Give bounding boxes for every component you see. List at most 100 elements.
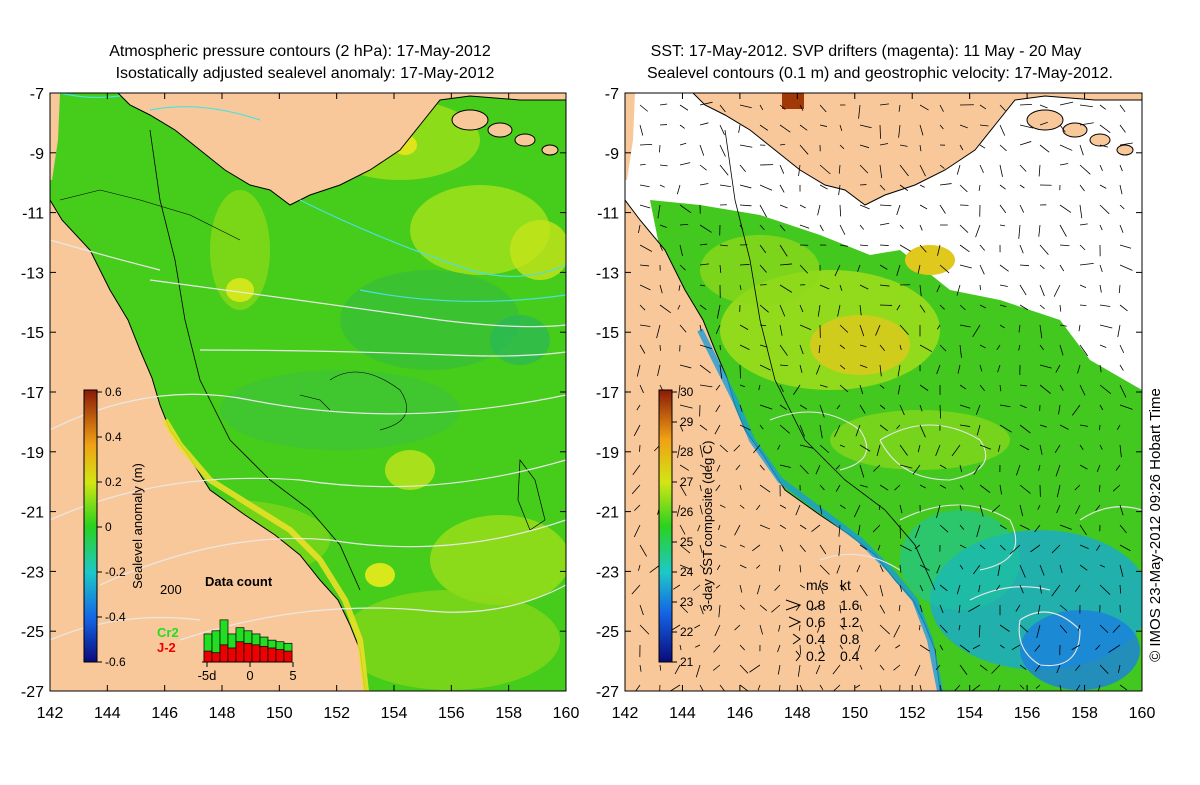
colorbar-tick-label: 27	[680, 475, 694, 489]
lon-tick-label: 154	[381, 705, 408, 722]
velocity-legend-kt: 0.8	[840, 631, 860, 647]
lat-tick-label: -11	[22, 206, 44, 223]
lat-tick-label: -27	[21, 684, 44, 701]
lat-tick-label: -13	[21, 265, 44, 282]
lon-tick-label: 156	[438, 705, 465, 722]
lat-tick-label: -27	[596, 684, 619, 701]
left-map-area	[50, 93, 570, 691]
lat-tick-label: -15	[596, 325, 619, 342]
lat-tick-label: -23	[596, 564, 619, 581]
lon-tick-label: 150	[841, 705, 868, 722]
left-title-line2: Isostatically adjusted sealevel anomaly:…	[116, 65, 495, 82]
velocity-legend-kt: 1.2	[840, 614, 860, 630]
histogram-bar-j2	[284, 651, 292, 662]
velocity-arrow	[639, 445, 640, 452]
lon-tick-label: 150	[266, 705, 293, 722]
right-title-line1: SST: 17-May-2012. SVP drifters (magenta)…	[651, 43, 1082, 60]
colorbar-tick-label: 0	[105, 520, 112, 534]
colorbar-tick-label: -0.6	[105, 655, 126, 669]
colorbar-tick-label: -0.4	[105, 610, 126, 624]
colorbar-tick-label: 0.2	[105, 475, 122, 489]
lat-tick-label: -19	[596, 445, 619, 462]
lon-tick-label: 146	[727, 705, 754, 722]
histogram-bar-j2	[228, 648, 236, 662]
lon-tick-label: 146	[151, 705, 178, 722]
histogram-bar-j2	[244, 643, 252, 662]
lat-tick-label: -17	[596, 385, 619, 402]
histogram-bar-j2	[236, 642, 244, 662]
histogram-bar-j2	[276, 650, 284, 662]
lat-tick-label: -19	[21, 445, 44, 462]
lon-tick-label: 158	[1071, 705, 1098, 722]
colorbar-tick-label: -0.2	[105, 565, 126, 579]
lat-tick-label: -13	[596, 265, 619, 282]
colorbar-tick-label: 0.6	[105, 385, 122, 399]
lat-tick-label: -9	[605, 146, 619, 163]
left-map-panel: Atmospheric pressure contours (2 hPa): 1…	[21, 43, 580, 722]
lat-tick-label: -25	[596, 624, 619, 641]
velocity-arrow	[919, 625, 920, 630]
lon-tick-label: 156	[1014, 705, 1041, 722]
histogram-bar-j2	[268, 648, 276, 662]
histogram-bar-j2	[204, 651, 212, 662]
lat-tick-label: -9	[30, 146, 44, 163]
histogram-bar-j2	[252, 645, 260, 662]
lat-tick-label: -21	[21, 505, 44, 522]
colorbar-tick-label: 28	[680, 445, 694, 459]
lat-tick-label: -7	[30, 86, 44, 103]
colorbar-tick-label: 26	[680, 505, 694, 519]
lon-tick-label: 144	[669, 705, 696, 722]
histogram-legend-j2: J-2	[157, 640, 176, 655]
velocity-legend-ms: 0.8	[806, 597, 826, 613]
histogram-bar-j2	[260, 646, 268, 662]
lon-tick-label: 160	[1129, 705, 1156, 722]
lon-tick-label: 160	[553, 705, 580, 722]
lat-tick-label: -7	[605, 86, 619, 103]
lon-tick-label: 154	[956, 705, 983, 722]
imos-credit: © IMOS 23-May-2012 09:26 Hobart Time	[1147, 388, 1164, 662]
histogram-bar-j2	[212, 653, 220, 662]
velocity-arrow	[779, 565, 780, 571]
lon-tick-label: 142	[37, 705, 64, 722]
velocity-legend-ms: 0.6	[806, 614, 826, 630]
colorbar-tick-label: 29	[680, 415, 694, 429]
sla-colorbar-ramp	[84, 390, 97, 662]
sst-colorbar-label: 3-day SST composite (deg C)	[700, 441, 715, 612]
colorbar-tick-label: 22	[680, 625, 694, 639]
lat-tick-label: -25	[21, 624, 44, 641]
velocity-arrow	[1099, 425, 1100, 430]
velocity-legend-ms: 0.4	[806, 631, 826, 647]
lon-tick-label: 148	[209, 705, 236, 722]
velocity-legend-header-ms: m/s	[806, 577, 829, 593]
velocity-arrow	[740, 365, 741, 378]
lon-tick-label: 148	[784, 705, 811, 722]
velocity-legend-header-kt: kt	[840, 577, 851, 593]
histogram-bar-j2	[220, 645, 228, 662]
histogram-title: Data count	[205, 574, 273, 589]
lon-tick-label: 152	[899, 705, 926, 722]
lat-tick-label: -17	[21, 385, 44, 402]
lon-tick-label: 152	[323, 705, 350, 722]
histogram-y-tick: 200	[160, 582, 182, 597]
lat-tick-label: -15	[21, 325, 44, 342]
colorbar-tick-label: 30	[680, 385, 694, 399]
right-title-line2: Sealevel contours (0.1 m) and geostrophi…	[647, 65, 1113, 82]
right-map-panel: SST: 17-May-2012. SVP drifters (magenta)…	[596, 43, 1156, 722]
histogram-legend-cr2: Cr2	[157, 625, 179, 640]
colorbar-tick-label: 21	[680, 655, 694, 669]
colorbar-tick-label: 24	[680, 565, 694, 579]
colorbar-tick-label: 23	[680, 595, 694, 609]
lat-tick-label: -21	[596, 505, 619, 522]
velocity-arrow	[659, 145, 660, 152]
velocity-legend-ms: 0.2	[806, 648, 826, 664]
colorbar-tick-label: 0.4	[105, 430, 122, 444]
histogram-x-tick-label: 0	[246, 668, 253, 683]
velocity-arrow	[880, 125, 881, 139]
histogram-x-tick-label: -5d	[198, 668, 217, 683]
lat-tick-label: -23	[21, 564, 44, 581]
sst-colorbar-ramp	[659, 390, 672, 662]
lat-tick-label: -11	[597, 206, 619, 223]
sla-colorbar-label: Sealevel anomaly (m)	[130, 463, 145, 589]
lon-tick-label: 142	[612, 705, 639, 722]
